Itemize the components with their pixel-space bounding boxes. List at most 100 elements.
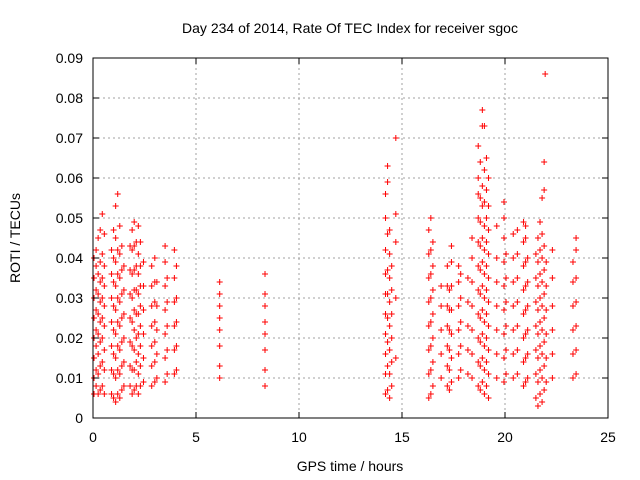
data-point bbox=[137, 363, 144, 369]
data-point bbox=[541, 159, 548, 165]
data-point bbox=[485, 251, 492, 257]
data-point bbox=[120, 311, 127, 317]
data-point bbox=[477, 219, 484, 225]
data-point bbox=[493, 223, 500, 229]
data-point bbox=[135, 223, 142, 229]
data-point bbox=[539, 327, 546, 333]
data-point bbox=[455, 303, 462, 309]
data-point bbox=[438, 375, 445, 381]
data-point bbox=[262, 291, 269, 297]
data-point bbox=[541, 267, 548, 273]
data-point bbox=[539, 195, 546, 201]
data-point bbox=[539, 303, 546, 309]
data-point bbox=[520, 287, 527, 293]
data-point bbox=[455, 375, 462, 381]
data-point bbox=[112, 259, 119, 265]
data-point bbox=[110, 279, 117, 285]
data-point bbox=[469, 235, 476, 241]
data-point bbox=[549, 303, 556, 309]
data-point bbox=[386, 299, 393, 305]
data-point bbox=[118, 267, 125, 273]
data-point bbox=[483, 239, 490, 245]
data-point bbox=[573, 275, 580, 281]
data-point bbox=[164, 323, 171, 329]
data-point bbox=[479, 283, 486, 289]
data-point bbox=[392, 211, 399, 217]
data-point bbox=[524, 255, 531, 261]
data-point bbox=[93, 247, 100, 253]
data-point bbox=[262, 383, 269, 389]
data-point bbox=[382, 331, 389, 337]
data-point bbox=[541, 291, 548, 297]
data-point bbox=[469, 327, 476, 333]
data-point bbox=[500, 259, 507, 265]
data-point bbox=[429, 335, 436, 341]
data-point bbox=[573, 235, 580, 241]
data-point bbox=[477, 339, 484, 345]
data-point bbox=[427, 343, 434, 349]
data-point bbox=[481, 271, 488, 277]
data-point bbox=[386, 227, 393, 233]
data-point bbox=[543, 307, 550, 313]
grid-lines bbox=[93, 58, 608, 418]
data-point bbox=[475, 383, 482, 389]
data-point bbox=[171, 299, 178, 305]
data-point bbox=[537, 271, 544, 277]
data-point bbox=[573, 371, 580, 377]
data-point bbox=[514, 371, 521, 377]
data-point bbox=[541, 363, 548, 369]
data-point bbox=[481, 295, 488, 301]
data-point bbox=[171, 371, 178, 377]
data-point bbox=[129, 319, 136, 325]
data-point bbox=[481, 223, 488, 229]
data-point bbox=[475, 287, 482, 293]
data-point bbox=[384, 363, 391, 369]
data-point bbox=[500, 355, 507, 361]
data-point bbox=[485, 347, 492, 353]
data-point bbox=[140, 379, 147, 385]
data-point bbox=[534, 283, 541, 289]
data-point bbox=[216, 315, 223, 321]
data-point bbox=[140, 283, 147, 289]
data-point bbox=[137, 263, 144, 269]
data-point bbox=[520, 263, 527, 269]
data-point bbox=[97, 227, 104, 233]
data-point bbox=[120, 287, 127, 293]
data-point bbox=[429, 263, 436, 269]
data-point bbox=[539, 351, 546, 357]
data-point bbox=[539, 375, 546, 381]
data-point bbox=[162, 307, 169, 313]
data-point bbox=[114, 367, 121, 373]
y-tick-label: 0.04 bbox=[56, 250, 83, 266]
data-point bbox=[173, 367, 180, 373]
data-point bbox=[537, 219, 544, 225]
data-point bbox=[133, 335, 140, 341]
data-point bbox=[116, 371, 123, 377]
data-point bbox=[483, 215, 490, 221]
data-point bbox=[444, 263, 451, 269]
data-point bbox=[127, 315, 134, 321]
data-point bbox=[429, 239, 436, 245]
data-point bbox=[164, 371, 171, 377]
data-point bbox=[131, 267, 138, 273]
data-point bbox=[479, 331, 486, 337]
data-point bbox=[171, 323, 178, 329]
data-point bbox=[114, 295, 121, 301]
data-point bbox=[99, 335, 106, 341]
data-point bbox=[148, 323, 155, 329]
data-point bbox=[483, 359, 490, 365]
data-point bbox=[510, 351, 517, 357]
data-point bbox=[475, 215, 482, 221]
data-point bbox=[99, 251, 106, 257]
data-point bbox=[216, 291, 223, 297]
data-point bbox=[110, 327, 117, 333]
data-point bbox=[483, 263, 490, 269]
data-point bbox=[173, 319, 180, 325]
data-point bbox=[382, 191, 389, 197]
data-point bbox=[131, 387, 138, 393]
data-point bbox=[569, 303, 576, 309]
data-point bbox=[151, 339, 158, 345]
data-point bbox=[114, 319, 121, 325]
data-point bbox=[457, 343, 464, 349]
data-point bbox=[534, 403, 541, 409]
